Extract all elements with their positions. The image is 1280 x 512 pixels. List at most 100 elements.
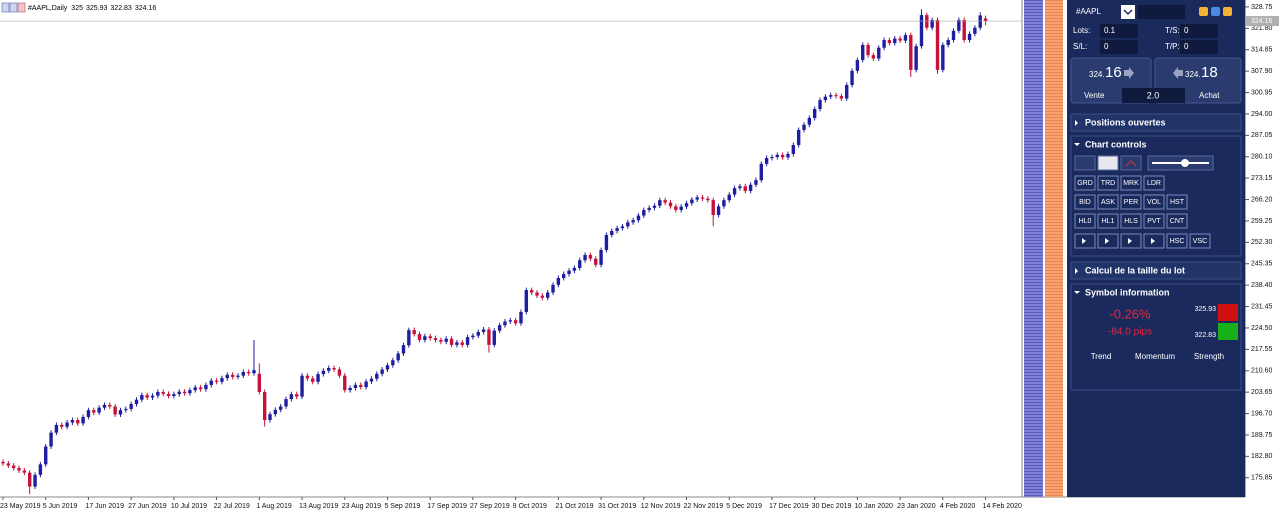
candle-body [620, 226, 625, 229]
candle-body [177, 391, 181, 395]
candle-body [716, 206, 721, 215]
toggle-button[interactable] [1097, 194, 1119, 210]
candle-body [861, 44, 865, 61]
candle-body [722, 200, 726, 207]
icon-button[interactable] [1074, 155, 1096, 171]
icon-button[interactable] [1199, 7, 1208, 16]
candle-body [529, 290, 534, 293]
y-tick-label: 196.70 [1251, 410, 1273, 417]
tp-label: T/P: [1165, 42, 1180, 51]
candle-body [855, 60, 860, 71]
candle-body [118, 410, 123, 415]
tp-value: 0 [1184, 42, 1189, 51]
toggle-button[interactable] [1166, 233, 1188, 249]
candle-body [97, 407, 101, 413]
candle-body [775, 154, 779, 158]
toggle-button[interactable] [1166, 194, 1188, 210]
y-tick-label: 189.75 [1251, 432, 1273, 439]
ts-input[interactable] [1180, 24, 1218, 38]
candle-body [81, 416, 85, 424]
candle-body [369, 378, 374, 382]
candle-body [54, 424, 59, 433]
candle-body [679, 206, 683, 211]
candle-body [866, 44, 870, 56]
section-header[interactable] [1070, 261, 1242, 280]
candle-body [812, 109, 817, 118]
candle-body [780, 154, 785, 158]
icon-button[interactable] [1211, 7, 1220, 16]
toggle-button[interactable] [1120, 213, 1142, 229]
section-header[interactable] [1070, 113, 1242, 132]
lots-input[interactable] [1100, 24, 1138, 38]
x-tick-label: 31 Oct 2019 [598, 503, 636, 510]
candle-body [375, 373, 379, 379]
spread: 2.0 [1147, 90, 1160, 100]
candle-body [658, 200, 662, 206]
dropdown-arrow [1123, 9, 1133, 16]
toggle-button-label: PVT [1147, 218, 1161, 225]
candles [1, 9, 988, 495]
candle-body [444, 338, 448, 342]
candle-body [973, 27, 977, 34]
toggle-button[interactable] [1120, 194, 1142, 210]
toggle-button[interactable] [1120, 175, 1142, 191]
icon-button[interactable] [1223, 7, 1232, 16]
candle-body [930, 20, 934, 28]
candle-body [316, 374, 320, 382]
candle-body [684, 203, 689, 207]
toggle-button-label: HSC [1170, 238, 1185, 245]
icon [17, 2, 26, 13]
candle-body [33, 474, 37, 487]
candle-body [433, 338, 438, 340]
candle-body [551, 284, 555, 293]
candle-body [257, 373, 262, 392]
candle-body [204, 384, 208, 390]
candle-body [465, 337, 470, 345]
tp-input[interactable] [1180, 40, 1218, 54]
day-low: 322.83 [1195, 332, 1217, 339]
candle-body [481, 329, 486, 332]
symbol-input[interactable] [1138, 5, 1185, 19]
candle-body [364, 381, 368, 388]
toggle-button[interactable] [1074, 175, 1096, 191]
dropdown[interactable] [1121, 5, 1135, 19]
candle-body [898, 38, 902, 41]
toggle-button[interactable] [1143, 213, 1165, 229]
sell-price-main: 324. [1089, 70, 1105, 79]
nav-icon [1151, 238, 1155, 244]
toggle-button[interactable] [1143, 194, 1165, 210]
candle-body [220, 378, 224, 382]
toggle-button[interactable] [1097, 175, 1119, 191]
change-pips: -84.0 pips [1108, 327, 1152, 338]
slider-thumb[interactable] [1181, 159, 1189, 167]
toggle-button[interactable] [1074, 213, 1096, 229]
toggle-button-label: HL1 [1102, 218, 1115, 225]
change-percent: -0.26% [1109, 306, 1151, 321]
candle-body [594, 258, 598, 265]
x-tick-label: 30 Dec 2019 [812, 503, 852, 510]
toggle-button[interactable] [1143, 175, 1165, 191]
toggle-button[interactable] [1166, 213, 1188, 229]
icon-button[interactable] [1097, 155, 1119, 171]
candle-body [182, 391, 187, 394]
sl-input[interactable] [1100, 40, 1138, 54]
candle-body [497, 325, 502, 331]
candle-body [663, 200, 667, 203]
candle-body [166, 393, 171, 396]
icon [1, 2, 10, 13]
candle-body [850, 70, 854, 85]
candle-body [951, 30, 956, 41]
toggle-button[interactable] [1097, 213, 1119, 229]
toggle-button[interactable] [1074, 194, 1096, 210]
candle-body [535, 292, 539, 296]
candle-body [108, 404, 112, 407]
toggle-button-label: HL0 [1079, 218, 1092, 225]
candle-body [246, 371, 251, 374]
candle-body [209, 380, 213, 385]
candle-body [65, 422, 69, 427]
arrow [1074, 291, 1080, 294]
candle-body [156, 391, 160, 396]
candle-body [38, 464, 43, 475]
toggle-button[interactable] [1189, 233, 1211, 249]
icon-button[interactable] [1120, 155, 1142, 171]
